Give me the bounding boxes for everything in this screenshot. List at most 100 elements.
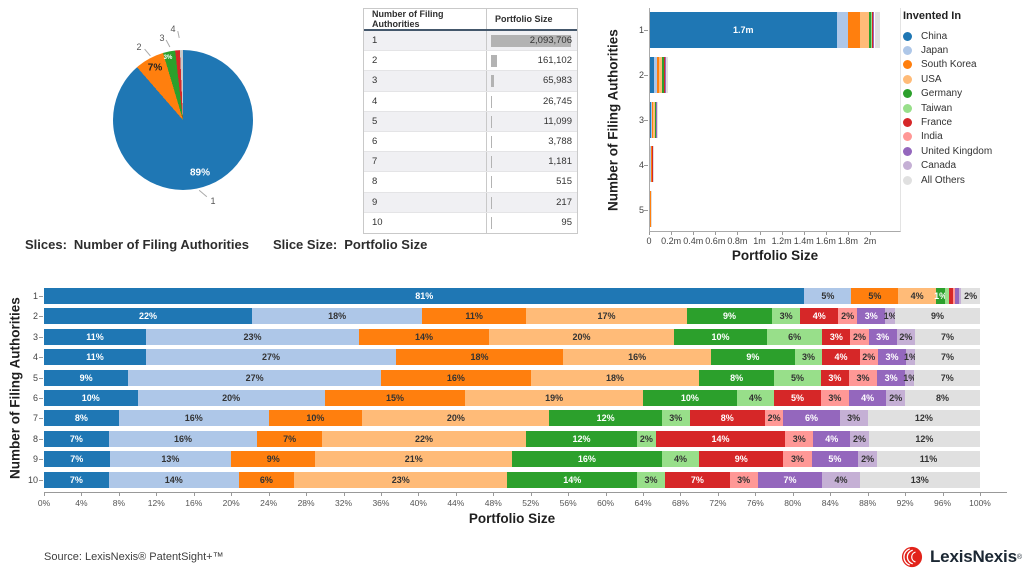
stacked-segment[interactable]: 10% xyxy=(643,390,737,406)
stacked-segment[interactable]: 11% xyxy=(44,328,146,345)
stacked-segment[interactable]: 14% xyxy=(655,430,786,447)
table-row[interactable]: 10 95 xyxy=(364,212,577,233)
stacked-segment[interactable] xyxy=(651,146,652,183)
stacked-segment[interactable] xyxy=(664,56,665,93)
stacked-segment[interactable]: 22% xyxy=(44,308,252,325)
legend-item[interactable]: South Korea xyxy=(903,58,1021,72)
table-row[interactable]: 6 3,788 xyxy=(364,131,577,153)
legend-item[interactable]: Germany xyxy=(903,87,1021,101)
stacked-segment[interactable]: 9% xyxy=(699,451,784,468)
stacked-segment[interactable] xyxy=(868,12,872,48)
stacked-segment[interactable]: 12% xyxy=(868,430,980,447)
stacked-segment[interactable]: 3% xyxy=(637,471,665,488)
stacked-segment[interactable]: 1% xyxy=(884,308,897,325)
stacked-segment[interactable]: 10% xyxy=(44,390,138,406)
stacked-segment[interactable]: 27% xyxy=(128,369,381,386)
stacked-segment[interactable]: 22% xyxy=(322,430,526,447)
stacked-segment[interactable]: 16% xyxy=(380,369,531,386)
stacked-segment[interactable]: 16% xyxy=(108,430,258,447)
stacked-segment[interactable] xyxy=(954,288,960,304)
stacked-segment[interactable]: 1% xyxy=(903,369,916,386)
legend-item[interactable]: United Kingdom xyxy=(903,144,1021,158)
stacked-segment[interactable]: 13% xyxy=(109,451,232,468)
stacked-segment[interactable]: 2% xyxy=(764,410,784,427)
stacked-segment[interactable]: 5% xyxy=(804,288,852,304)
stacked-segment[interactable] xyxy=(859,12,869,48)
stacked-segment[interactable]: 5% xyxy=(811,451,859,468)
stacked-segment[interactable] xyxy=(663,56,665,93)
stacked-segment[interactable]: 7% xyxy=(664,471,730,488)
stacked-segment[interactable]: 16% xyxy=(118,410,269,427)
table-row[interactable]: 3 65,983 xyxy=(364,71,577,92)
stacked-segment[interactable] xyxy=(848,12,860,48)
stacked-segment[interactable]: 23% xyxy=(145,328,360,345)
stacked-segment[interactable]: 7% xyxy=(44,471,109,488)
stacked-segment[interactable]: 6% xyxy=(783,410,840,427)
legend-item[interactable]: All Others xyxy=(903,173,1021,187)
stacked-segment[interactable] xyxy=(650,101,651,138)
stacked-segment[interactable]: 20% xyxy=(362,410,550,427)
stacked-segment[interactable]: 12% xyxy=(549,410,662,427)
pie-chart[interactable] xyxy=(113,50,253,190)
legend-item[interactable]: Canada xyxy=(903,159,1021,173)
stacked-segment[interactable]: 3% xyxy=(877,369,906,386)
table-row[interactable]: 4 26,745 xyxy=(364,91,577,112)
stacked-segment[interactable]: 5% xyxy=(851,288,899,304)
stacked-segment[interactable] xyxy=(650,56,654,93)
stacked-segment[interactable] xyxy=(650,146,652,183)
stacked-segment[interactable]: 1% xyxy=(934,288,947,304)
stacked-segment[interactable]: 4% xyxy=(800,308,839,325)
stacked-segment[interactable]: 6% xyxy=(238,471,295,488)
stacked-segment[interactable]: 4% xyxy=(813,430,851,447)
stacked-segment[interactable]: 5% xyxy=(774,390,821,406)
stacked-segment[interactable] xyxy=(952,288,955,304)
stacked-segment[interactable]: 3% xyxy=(783,451,812,468)
table-row[interactable]: 2 161,102 xyxy=(364,51,577,72)
stacked-segment[interactable] xyxy=(654,101,656,138)
stacked-segment[interactable] xyxy=(659,56,663,93)
stacked-segment[interactable]: 8% xyxy=(905,390,980,406)
stacked-segment[interactable]: 3% xyxy=(729,471,758,488)
stacked-segment[interactable]: 6% xyxy=(766,328,823,345)
stacked-segment[interactable]: 4% xyxy=(736,390,775,406)
stacked-segment[interactable] xyxy=(657,56,660,93)
stacked-segment[interactable]: 12% xyxy=(867,410,980,427)
stacked-segment[interactable]: 7% xyxy=(44,451,110,468)
stacked-segment[interactable]: 12% xyxy=(525,430,638,447)
legend-item[interactable]: China xyxy=(903,29,1021,43)
stacked-segment[interactable]: 1.7m xyxy=(650,12,837,48)
stacked-segment[interactable] xyxy=(666,56,668,93)
stacked-segment[interactable]: 3% xyxy=(857,308,886,325)
stacked-segment[interactable]: 10% xyxy=(268,410,363,427)
stacked-segment[interactable]: 3% xyxy=(772,308,801,325)
stacked-segment[interactable]: 2% xyxy=(858,451,878,468)
stacked-segment[interactable]: 7% xyxy=(257,430,322,447)
stacked-segment[interactable]: 11% xyxy=(44,349,146,366)
stacked-segment[interactable] xyxy=(836,12,848,48)
stacked-segment[interactable] xyxy=(653,101,655,138)
stacked-segment[interactable]: 3% xyxy=(820,369,849,386)
stacked-segment[interactable]: 2% xyxy=(850,328,869,345)
stacked-segment[interactable]: 18% xyxy=(396,349,563,366)
stacked-segment[interactable]: 2% xyxy=(961,288,980,304)
stacked-segment[interactable] xyxy=(652,101,654,138)
stacked-segment[interactable]: 4% xyxy=(848,390,887,406)
stacked-segment[interactable]: 2% xyxy=(838,308,858,325)
stacked-segment[interactable]: 4% xyxy=(661,451,700,468)
stacked-segment[interactable] xyxy=(945,288,949,304)
stacked-segment[interactable]: 14% xyxy=(108,471,239,488)
table-row[interactable]: 1 2,093,706 xyxy=(364,31,577,52)
stacked-segment[interactable]: 2% xyxy=(896,328,916,345)
stacked-segment[interactable]: 14% xyxy=(359,328,489,345)
table-row[interactable]: 5 11,099 xyxy=(364,111,577,132)
stacked-segment[interactable]: 16% xyxy=(562,349,712,366)
stacked-segment[interactable]: 19% xyxy=(465,390,644,406)
stacked-segment[interactable]: 9% xyxy=(686,308,772,325)
stacked-segment[interactable]: 21% xyxy=(315,451,512,468)
stacked-segment[interactable] xyxy=(871,12,872,48)
stacked-segment[interactable]: 27% xyxy=(145,349,397,366)
stacked-segment[interactable] xyxy=(656,101,658,138)
stacked-segment[interactable]: 4% xyxy=(822,471,860,488)
stacked-segment[interactable]: 2% xyxy=(886,390,906,406)
stacked-segment[interactable]: 3% xyxy=(661,410,690,427)
